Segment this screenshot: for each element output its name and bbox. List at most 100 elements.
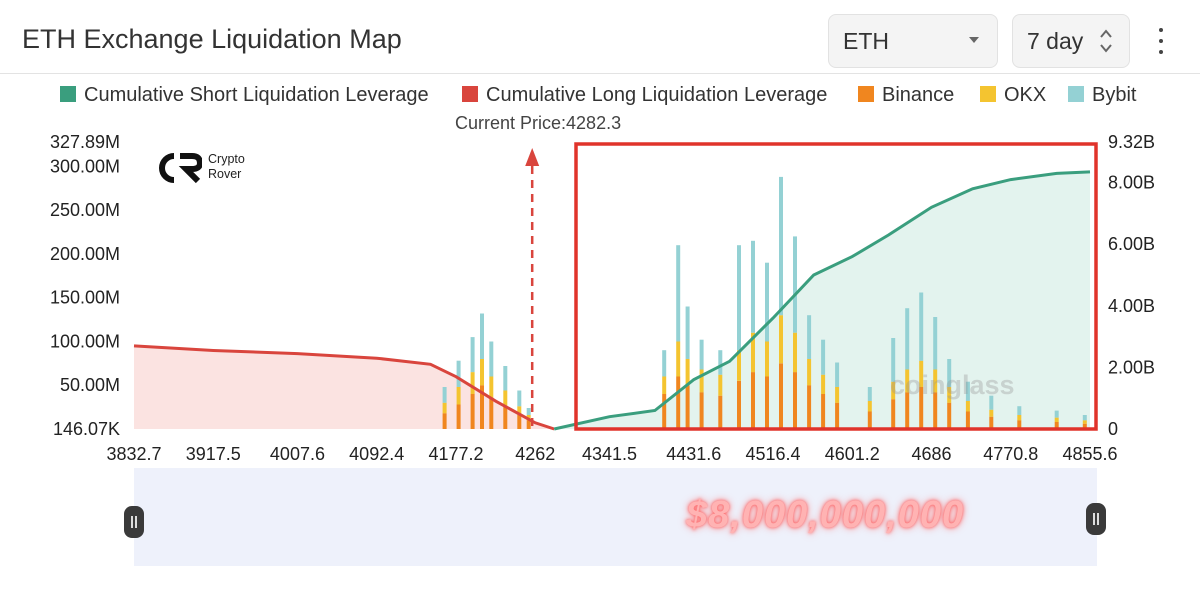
- bar-segment-bybit: [891, 338, 896, 382]
- zoom-slider[interactable]: [134, 468, 1097, 566]
- x-tick-label: 4092.4: [349, 444, 404, 464]
- crypto-rover-logo-icon: [159, 153, 204, 184]
- bar-segment-binance: [662, 394, 667, 429]
- bar-segment-binance: [891, 399, 896, 429]
- symbol-select[interactable]: ETH: [828, 14, 998, 68]
- bar-segment-bybit: [965, 381, 970, 401]
- x-tick-label: 4601.2: [825, 444, 880, 464]
- bar-segment-okx: [517, 406, 522, 415]
- up-down-chevron-icon: [1100, 29, 1112, 53]
- bar-segment-bybit: [699, 339, 704, 370]
- current-price-marker: [525, 148, 540, 429]
- x-tick-label: 4855.6: [1062, 444, 1117, 464]
- bar-segment-bybit: [480, 313, 484, 359]
- x-tick-label: 3917.5: [186, 444, 241, 464]
- bar-segment-okx: [751, 332, 755, 373]
- overlay-stamp-text: $8,000,000,000: [686, 494, 965, 536]
- bar-segment-okx: [989, 409, 994, 417]
- y-right-tick-label: 9.32B: [1108, 132, 1155, 152]
- bar-segment-binance: [676, 376, 681, 429]
- bar-segment-binance: [737, 380, 741, 429]
- bar-segment-okx: [765, 341, 769, 377]
- bar-segment-okx: [718, 374, 723, 396]
- legend-swatch-short: [60, 86, 76, 102]
- bar-segment-binance: [905, 392, 910, 429]
- bar-segment-bybit: [765, 262, 769, 342]
- bar-segment-binance: [456, 404, 461, 429]
- bar-segment-binance: [835, 402, 840, 429]
- legend-item-okx[interactable]: OKX: [980, 84, 1046, 107]
- more-options-icon[interactable]: [1152, 26, 1170, 58]
- bar-segment-bybit: [442, 387, 447, 403]
- bar-segment-bybit: [662, 350, 667, 377]
- y-left-tick-label: 300.00M: [50, 156, 120, 176]
- x-tick-label: 4431.6: [666, 444, 721, 464]
- legend-item-bybit[interactable]: Bybit: [1068, 84, 1136, 107]
- bar-segment-bybit: [1054, 410, 1059, 418]
- bar-segment-binance: [867, 411, 872, 429]
- bar-segment-bybit: [676, 245, 681, 342]
- bar-segment-okx: [503, 390, 508, 407]
- bar-segment-okx: [737, 350, 741, 381]
- bar-segment-okx: [947, 387, 952, 403]
- short-liquidation-area: [554, 171, 1090, 429]
- y-left-tick-label: 100.00M: [50, 331, 120, 351]
- y-right-tick-label: 6.00B: [1108, 234, 1155, 254]
- bar-segment-binance: [699, 392, 704, 429]
- x-tick-label: 4177.2: [428, 444, 483, 464]
- legend-swatch-okx: [980, 86, 996, 102]
- logo-line-2: Rover: [208, 167, 242, 181]
- bar-segment-binance: [1082, 423, 1087, 429]
- bar-segment-okx: [891, 381, 896, 400]
- bar-segment-bybit: [867, 387, 872, 401]
- bar-segment-okx: [933, 369, 938, 393]
- bar-segment-binance: [685, 385, 690, 429]
- bar-segment-binance: [480, 385, 484, 429]
- bar-segment-binance: [442, 413, 447, 429]
- bar-segment-binance: [470, 394, 475, 429]
- bar-segment-binance: [807, 385, 812, 429]
- liquidation-bars: [442, 176, 1087, 429]
- bar-segment-okx: [456, 387, 461, 405]
- bar-segment-bybit: [989, 395, 994, 410]
- bar-segment-okx: [919, 360, 924, 387]
- bar-segment-binance: [919, 387, 924, 429]
- bar-segment-bybit: [751, 240, 755, 333]
- y-left-tick-label: 200.00M: [50, 244, 120, 264]
- logo-line-1: Crypto: [208, 152, 245, 166]
- bar-segment-bybit: [685, 306, 690, 359]
- legend-swatch-long: [462, 86, 478, 102]
- bar-segment-binance: [503, 406, 508, 429]
- y-left-tick-label: 50.00M: [60, 375, 120, 395]
- bar-segment-bybit: [489, 341, 494, 377]
- slider-right-handle[interactable]: [1086, 503, 1106, 535]
- bar-segment-okx: [489, 376, 494, 398]
- crypto-rover-logo-text: Crypto Rover: [208, 152, 245, 182]
- chart-legend: Cumulative Short Liquidation Leverage Cu…: [0, 84, 1200, 110]
- bar-segment-okx: [662, 376, 667, 394]
- bar-segment-bybit: [807, 315, 812, 359]
- x-tick-label: 4262: [515, 444, 555, 464]
- legend-swatch-bybit: [1068, 86, 1084, 102]
- legend-label-long: Cumulative Long Liquidation Leverage: [486, 84, 828, 106]
- legend-item-binance[interactable]: Binance: [858, 84, 954, 107]
- legend-label-binance: Binance: [882, 84, 955, 106]
- liquidation-chart: 327.89M 300.00M 250.00M 200.00M 150.00M 100.0…: [50, 132, 1155, 464]
- x-tick-label: 4516.4: [745, 444, 800, 464]
- x-axis: 3832.7 3917.5 4007.6 4092.4 4177.2 4262 4341.5…: [106, 444, 1117, 464]
- y-left-tick-label: 150.00M: [50, 288, 120, 308]
- bar-segment-binance: [751, 372, 755, 429]
- range-select-value: 7 day: [1027, 28, 1084, 54]
- legend-item-long[interactable]: Cumulative Long Liquidation Leverage: [462, 84, 827, 107]
- bar-segment-okx: [442, 402, 447, 414]
- slider-left-handle[interactable]: [124, 506, 144, 538]
- bar-segment-binance: [1017, 420, 1022, 429]
- bar-segment-binance: [489, 397, 494, 429]
- bar-segment-bybit: [919, 292, 924, 361]
- legend-item-short[interactable]: Cumulative Short Liquidation Leverage: [60, 84, 429, 107]
- bar-segment-okx: [1054, 417, 1059, 422]
- y-right-tick-label: 2.00B: [1108, 357, 1155, 377]
- current-price-label: Current Price:4282.3: [455, 113, 622, 133]
- range-select[interactable]: 7 day: [1012, 14, 1130, 68]
